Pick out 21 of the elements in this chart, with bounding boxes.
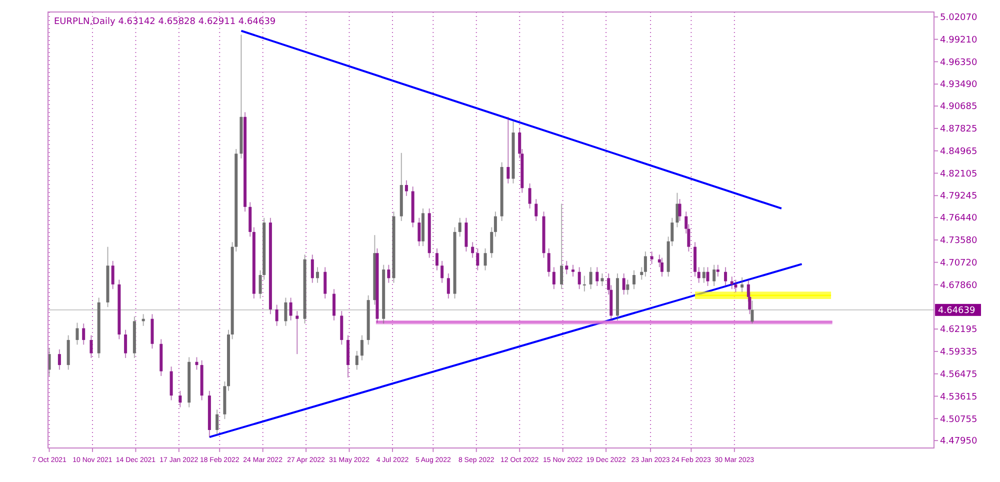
y-tick-label: 4.82105	[940, 169, 978, 180]
y-tick-label: 4.50755	[940, 414, 978, 425]
y-tick-label: 5.02070	[940, 13, 978, 24]
y-tick-label: 4.96350	[940, 58, 978, 68]
text: EURPLN,Daily 4.63142 4.65828 4.62911 4.64639	[54, 17, 276, 27]
y-tick-label: 4.73580	[940, 236, 978, 246]
y-tick-label: 4.70720	[940, 258, 978, 268]
y-tick-label: 4.47950	[940, 436, 978, 447]
y-tick-label: 4.90685	[940, 102, 978, 112]
y-tick-label: 4.79245	[940, 192, 978, 202]
y-tick-label: 4.76440	[940, 214, 978, 224]
ref-line-label: 4.64639	[938, 306, 976, 316]
y-tick-label: 4.84965	[940, 146, 978, 157]
y-tick-label: 4.59335	[940, 348, 978, 358]
y-tick-label: 4.56475	[940, 370, 978, 380]
y-tick-label: 4.67860	[940, 280, 978, 291]
y-tick-label: 4.93490	[940, 80, 978, 90]
y-tick-label: 4.99210	[940, 35, 978, 46]
y-tick-label: 4.87825	[940, 124, 978, 135]
y-tick-label: 4.62195	[940, 325, 978, 336]
y-tick-label: 4.53615	[940, 392, 978, 402]
